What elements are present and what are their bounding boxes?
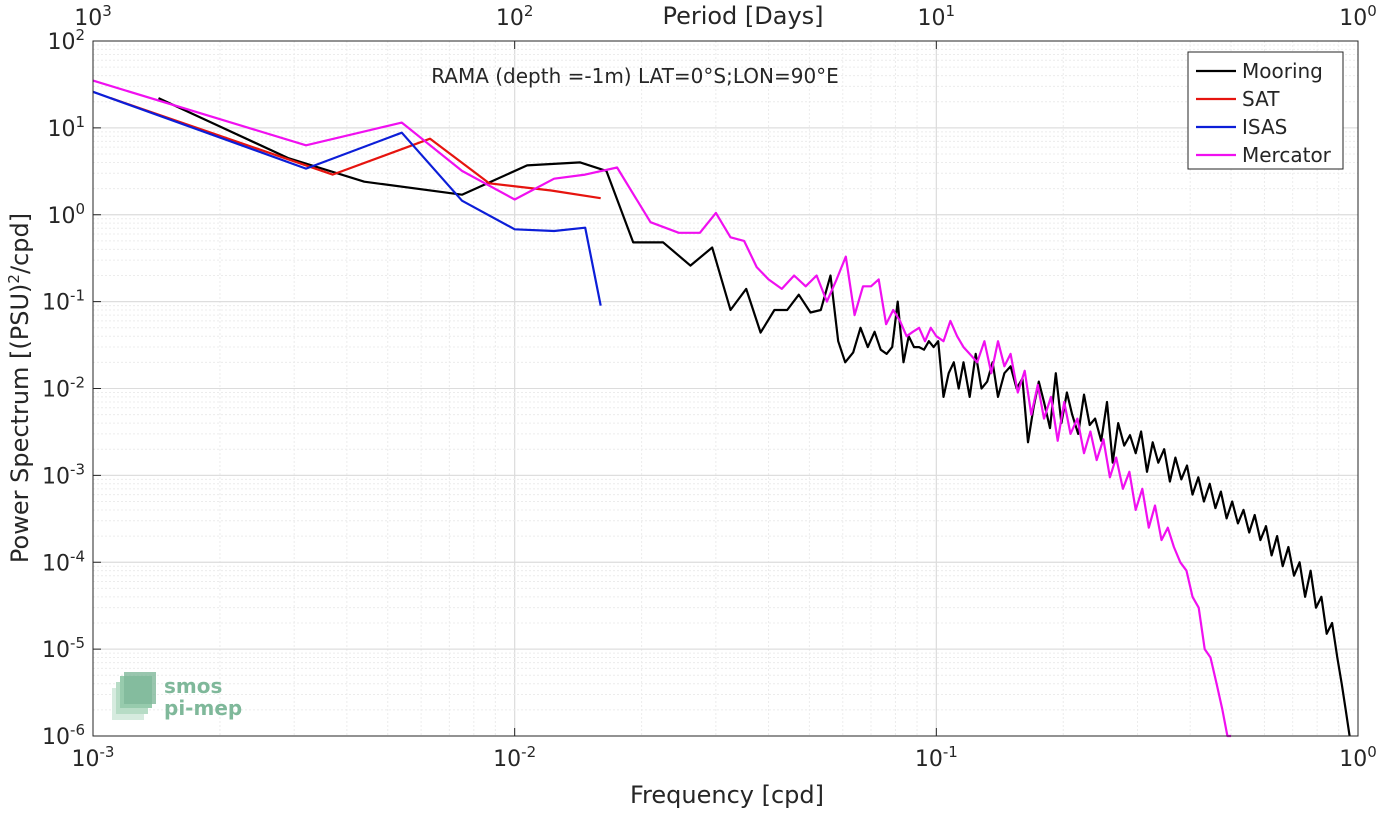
chart-title: RAMA (depth =-1m) LAT=0°S;LON=90°E bbox=[431, 64, 839, 88]
y-tick-label-exp: -3 bbox=[70, 460, 85, 478]
series-line-mercator bbox=[92, 79, 1232, 738]
top-x-axis-label: Period [Days] bbox=[662, 2, 823, 30]
x-tick-label-base: 10 bbox=[1339, 747, 1367, 772]
top-x-tick-label-exp: 3 bbox=[102, 2, 112, 20]
y-tick-label-exp: 0 bbox=[75, 200, 85, 218]
logo-text-pi-mep: pi-mep bbox=[164, 696, 242, 720]
top-x-tick-label: 103 bbox=[74, 2, 112, 31]
y-tick-label: 10-2 bbox=[42, 374, 85, 403]
y-tick-label: 10-5 bbox=[42, 634, 85, 663]
y-tick-label-base: 10 bbox=[42, 638, 70, 663]
y-axis-label-main: Power Spectrum [(PSU) bbox=[6, 284, 34, 563]
x-tick-label-exp: -2 bbox=[521, 743, 536, 761]
series-line-sat bbox=[110, 97, 601, 200]
y-tick-label: 10-6 bbox=[42, 721, 85, 750]
y-tick-label: 102 bbox=[47, 26, 85, 55]
logo-text-smos: smos bbox=[164, 674, 222, 698]
x-tick-label-exp: 0 bbox=[1367, 743, 1377, 761]
top-x-tick-label-exp: 0 bbox=[1367, 2, 1377, 20]
legend-label-mercator: Mercator bbox=[1242, 143, 1332, 167]
x-tick-label-base: 10 bbox=[493, 747, 521, 772]
y-tick-label-base: 10 bbox=[42, 551, 70, 576]
y-tick-label-base: 10 bbox=[42, 378, 70, 403]
y-axis-label-tail: /cpd] bbox=[6, 213, 34, 274]
y-tick-label-base: 10 bbox=[42, 464, 70, 489]
grid bbox=[92, 40, 1359, 737]
y-tick-label: 10-3 bbox=[42, 460, 85, 489]
legend-label-isas: ISAS bbox=[1242, 115, 1287, 139]
top-x-tick-label-base: 10 bbox=[74, 6, 102, 31]
x-tick-label: 10-3 bbox=[72, 743, 115, 772]
y-tick-label-base: 10 bbox=[47, 204, 75, 229]
series-lines bbox=[92, 79, 1351, 738]
y-tick-label-exp: -5 bbox=[70, 634, 85, 652]
top-x-tick-label-exp: 1 bbox=[946, 2, 956, 20]
y-tick-label-base: 10 bbox=[47, 117, 75, 142]
x-tick-label: 10-2 bbox=[493, 743, 536, 772]
legend: Mooring SAT ISAS Mercator bbox=[1187, 51, 1344, 170]
y-tick-label: 10-4 bbox=[42, 547, 85, 576]
top-x-tick-label-base: 10 bbox=[496, 6, 524, 31]
y-tick-label: 100 bbox=[47, 200, 85, 229]
y-tick-label-base: 10 bbox=[42, 725, 70, 750]
x-tick-label-exp: -3 bbox=[100, 743, 115, 761]
y-axis-label-sup: 2 bbox=[5, 274, 23, 284]
top-x-tick-label-exp: 2 bbox=[524, 2, 534, 20]
x-tick-label-base: 10 bbox=[72, 747, 100, 772]
series-line-isas bbox=[92, 90, 602, 306]
y-tick-label-exp: -4 bbox=[70, 547, 85, 565]
top-x-tick-label-base: 10 bbox=[918, 6, 946, 31]
y-tick-label-base: 10 bbox=[42, 291, 70, 316]
y-tick-label-exp: 2 bbox=[75, 26, 85, 44]
y-tick-label-exp: -1 bbox=[70, 287, 85, 305]
x-tick-label: 10-1 bbox=[915, 743, 958, 772]
legend-label-sat: SAT bbox=[1242, 87, 1280, 111]
y-tick-label: 10-1 bbox=[42, 287, 85, 316]
y-tick-label-base: 10 bbox=[47, 30, 75, 55]
x-tick-label: 100 bbox=[1339, 743, 1377, 772]
legend-label-mooring: Mooring bbox=[1242, 59, 1323, 83]
x-tick-label-exp: -1 bbox=[943, 743, 958, 761]
y-axis-label: Power Spectrum [(PSU)2/cpd] bbox=[5, 213, 34, 563]
top-x-tick-label: 102 bbox=[496, 2, 534, 31]
top-x-tick-label: 100 bbox=[1339, 2, 1377, 31]
y-tick-label-exp: 1 bbox=[75, 113, 85, 131]
top-x-tick-label: 101 bbox=[918, 2, 956, 31]
series-line-mooring bbox=[158, 97, 1351, 737]
y-tick-label-exp: -6 bbox=[70, 721, 85, 739]
y-tick-label-exp: -2 bbox=[70, 374, 85, 392]
x-axis-label: Frequency [cpd] bbox=[630, 781, 824, 809]
top-x-tick-label-base: 10 bbox=[1339, 6, 1367, 31]
smos-pi-mep-logo: smos pi-mep bbox=[112, 672, 242, 720]
y-tick-label: 101 bbox=[47, 113, 85, 142]
x-tick-label-base: 10 bbox=[915, 747, 943, 772]
